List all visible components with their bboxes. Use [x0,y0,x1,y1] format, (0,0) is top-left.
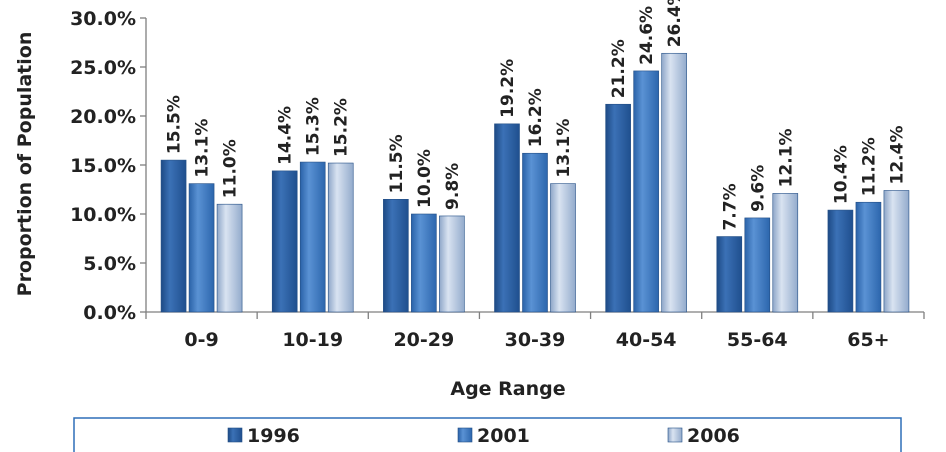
bar-2001-40-54 [633,70,659,313]
data-label: 11.2% [859,137,879,196]
data-label: 26.4% [665,0,685,47]
bar-2001-55-64 [744,217,771,313]
data-label: 13.1% [554,119,574,178]
x-tick-label: 55-64 [727,329,788,351]
y-tick-label: 5.0% [83,253,136,275]
legend: 1996 2001 2006 [73,417,902,452]
data-label: 7.7% [720,183,740,230]
x-tick-label: 10-19 [282,329,343,351]
bar-2001-20-29 [411,213,437,313]
data-label: 9.6% [748,165,768,212]
data-label: 24.6% [637,6,657,65]
bar-1996-10-19 [271,170,298,313]
legend-swatch-1996 [227,427,243,443]
data-label: 12.4% [887,125,907,184]
legend-label-2001: 2001 [477,425,530,447]
data-label: 15.2% [332,98,352,157]
y-axis-title: Proportion of Population [14,32,36,297]
bar-1996-30-39 [494,123,520,313]
bar-1996-55-64 [716,236,743,313]
bar-1996-20-29 [383,199,409,313]
data-label: 15.3% [304,97,324,156]
legend-swatch-2001 [457,427,473,443]
data-label: 10.0% [415,149,435,208]
bar-2006-20-29 [439,215,465,313]
legend-label-2006: 2006 [687,425,740,447]
bar-1996-40-54 [605,103,631,313]
data-label: 13.1% [193,119,213,178]
x-tick-label: 0-9 [184,329,218,351]
bar-2001-0-9 [188,183,215,313]
data-label: 12.1% [776,128,796,187]
y-tick-label: 0.0% [83,302,136,324]
data-labels: 15.5% 14.4% 11.5% 19.2% 21.2% 7.7% 10.4% 13.1% 1… [165,0,908,231]
data-label: 10.4% [831,145,851,204]
bar-2006-30-39 [550,183,576,313]
data-label: 11.5% [387,134,407,193]
y-tick-label: 15.0% [70,155,136,177]
y-axis: 0.0% 5.0% 10.0% 15.0% 20.0% 25.0% 30.0% [70,8,147,324]
data-label: 16.2% [526,88,546,147]
bar-1996-65+ [827,209,854,313]
data-label: 14.4% [276,106,296,165]
bar-2001-30-39 [522,152,548,313]
bar-2006-40-54 [661,52,687,313]
legend-box [73,417,902,452]
x-tick-label: 20-29 [393,329,454,351]
data-label: 11.0% [221,139,241,198]
y-tick-label: 10.0% [70,204,136,226]
data-label: 19.2% [498,59,518,118]
x-tick-label: 40-54 [616,329,677,351]
data-label: 9.8% [443,163,463,210]
bars [160,52,910,313]
x-tick-label: 30-39 [505,329,566,351]
x-axis-title: Age Range [450,378,565,400]
x-tick-label: 65+ [847,329,889,351]
legend-label-1996: 1996 [247,425,300,447]
y-tick-label: 25.0% [70,57,136,79]
bar-2006-55-64 [772,193,799,313]
bar-2006-10-19 [327,162,354,313]
bar-2001-10-19 [299,161,326,313]
bar-2001-65+ [855,201,882,313]
y-tick-label: 30.0% [70,8,136,30]
legend-swatch-2006 [667,427,683,443]
data-label: 15.5% [165,95,185,154]
bar-1996-0-9 [160,159,187,313]
data-label: 21.2% [609,39,629,98]
y-tick-label: 20.0% [70,106,136,128]
bar-2006-65+ [883,190,910,313]
bar-2006-0-9 [216,203,243,313]
x-axis: 0-9 10-19 20-29 30-39 40-54 55-64 65+ [145,311,925,351]
